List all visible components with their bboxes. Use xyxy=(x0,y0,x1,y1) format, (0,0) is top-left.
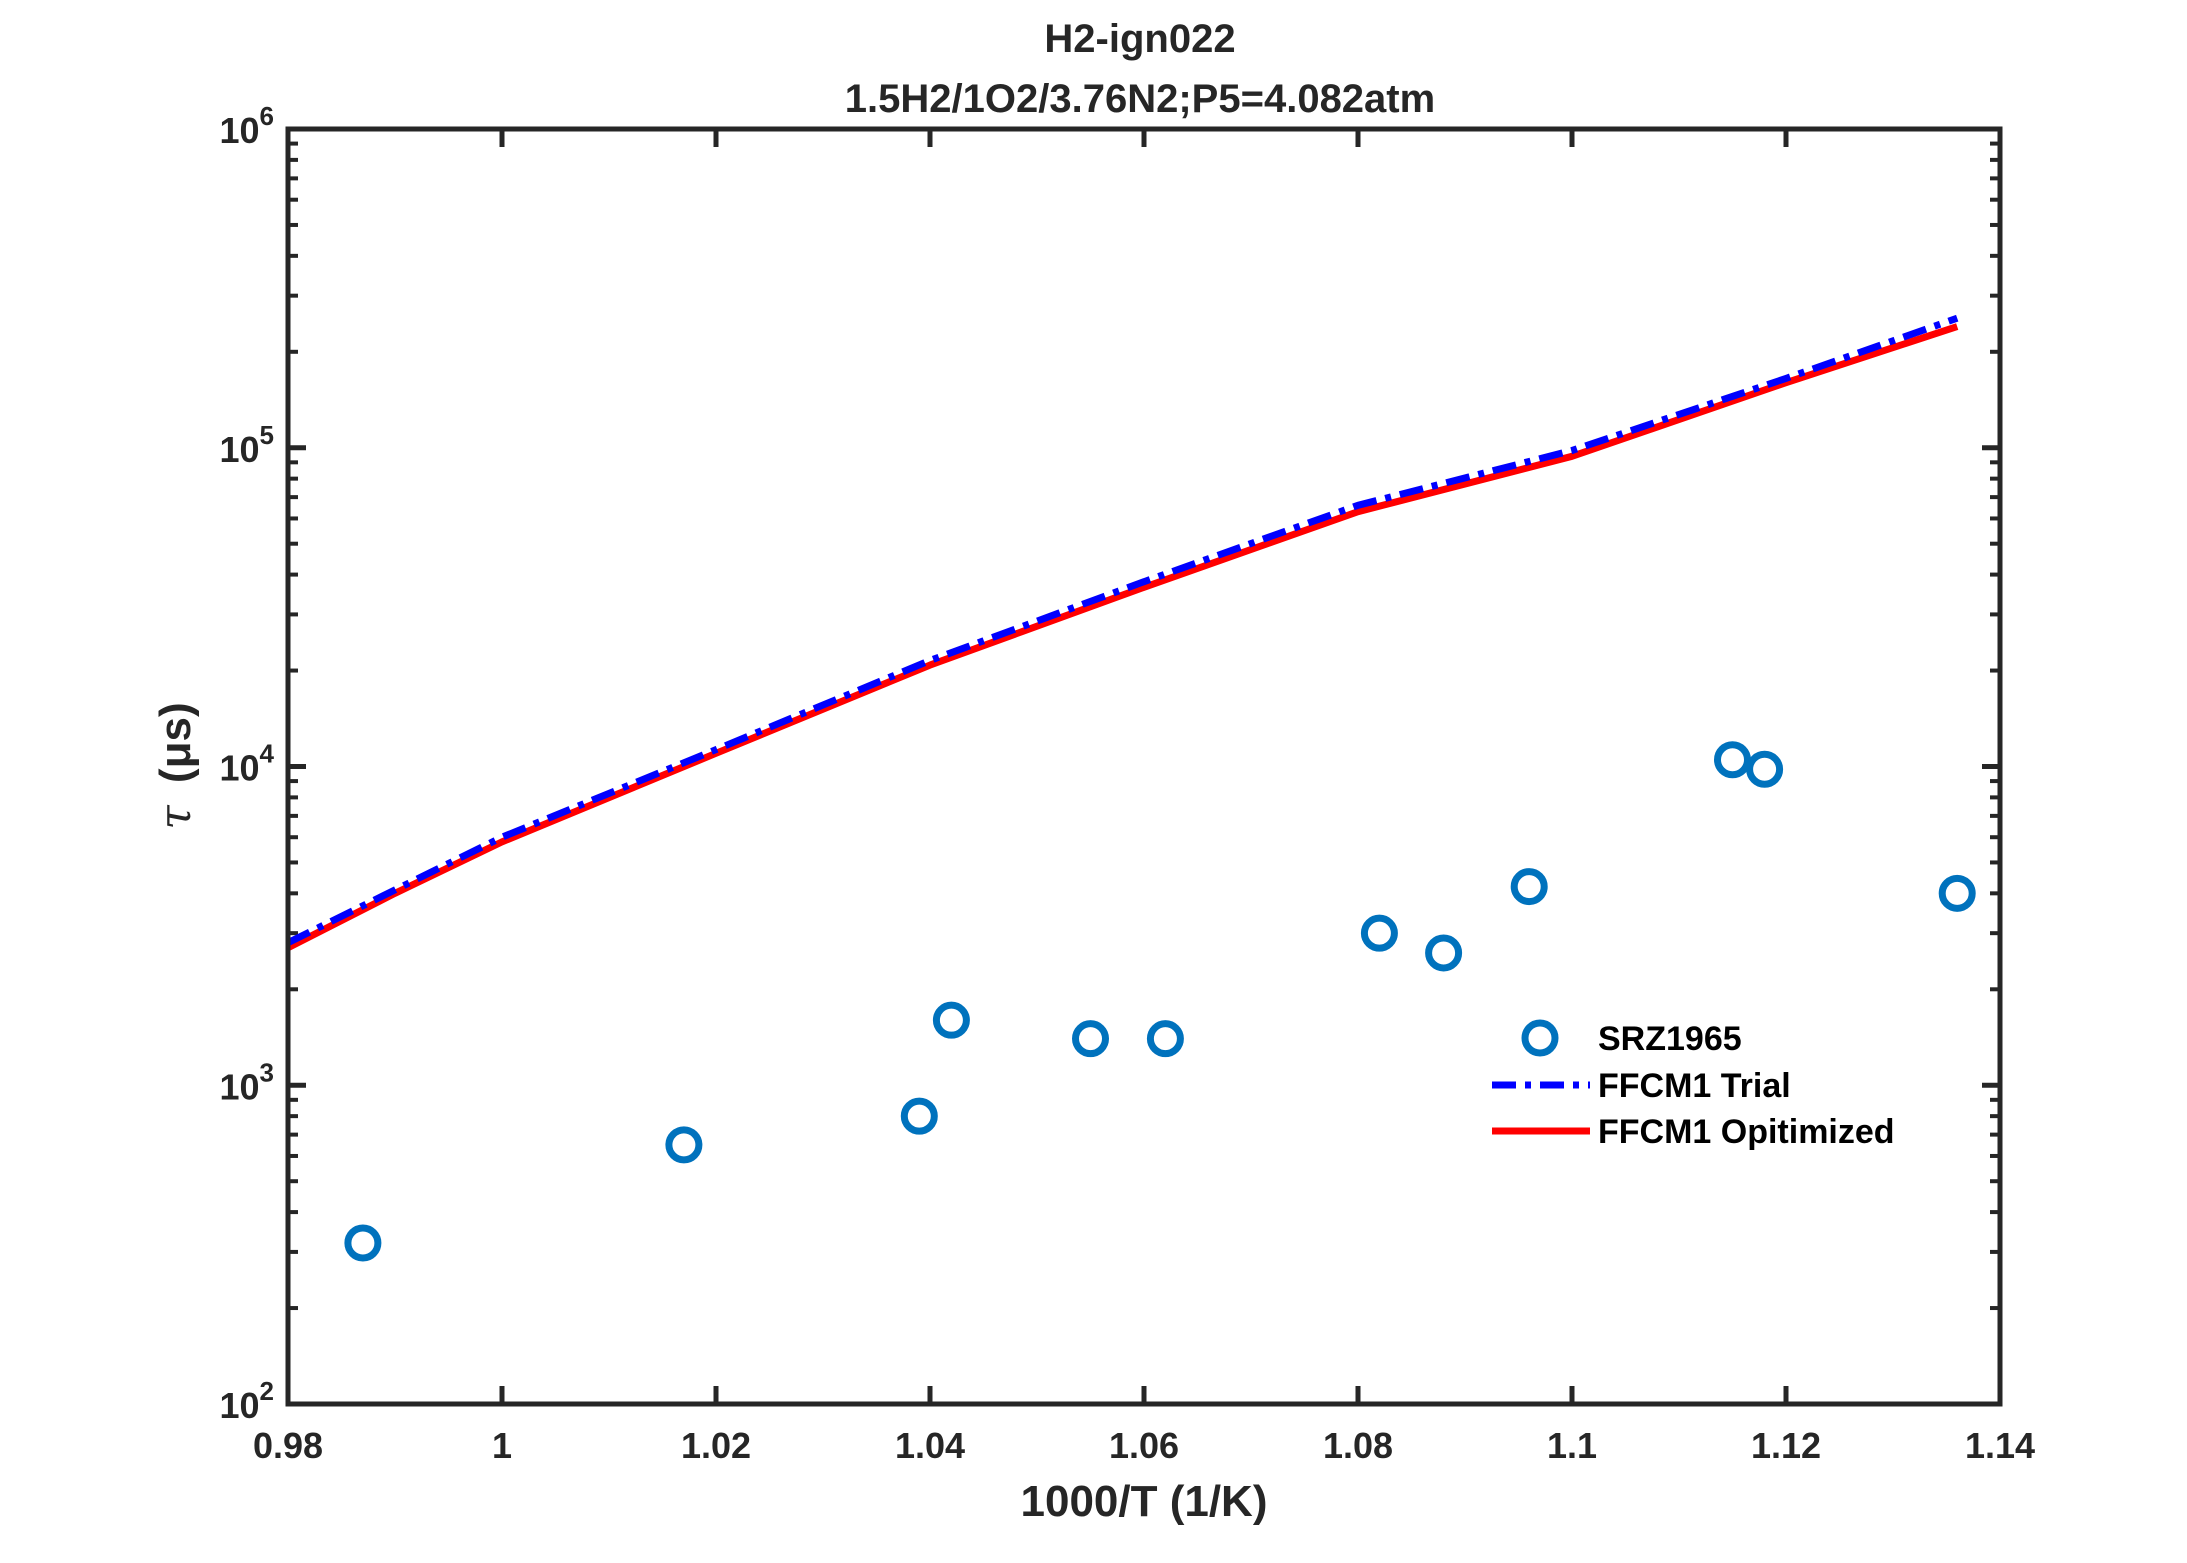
x-tick-label: 1.06 xyxy=(1109,1425,1179,1466)
srz1965-data-point xyxy=(900,1097,938,1135)
legend-label-srz1965: SRZ1965 xyxy=(1598,1020,1742,1058)
y-tick-label-base: 10 xyxy=(219,110,259,151)
y-tick-label-base: 10 xyxy=(219,748,259,789)
x-tick-label: 1.12 xyxy=(1751,1425,1821,1466)
y-axis-label-symbol: τ xyxy=(150,805,201,830)
plot-area-frame xyxy=(285,126,2003,1407)
y-tick-label-exponent: 5 xyxy=(260,420,274,450)
x-tick-label: 1 xyxy=(492,1425,512,1466)
chart-title-line-2: 1.5H2/1O2/3.76N2;P5=4.082atm xyxy=(845,77,1435,121)
srz1965-data-point xyxy=(1146,1020,1184,1058)
chart-title-line-1: H2-ign022 xyxy=(1044,17,1235,61)
x-tick-label: 1.14 xyxy=(1965,1425,2035,1466)
x-tick-label: 1.1 xyxy=(1547,1425,1597,1466)
y-tick-label-base: 10 xyxy=(219,1066,259,1107)
y-tick-label-base: 10 xyxy=(219,1385,259,1426)
y-tick-label-exponent: 3 xyxy=(260,1057,274,1087)
legend-marker-srz1965 xyxy=(1521,1019,1559,1057)
svg-text:τ (μs): τ (μs) xyxy=(150,702,201,829)
legend-label-ffcm1-optimized: FFCM1 Opitimized xyxy=(1598,1113,1895,1151)
srz1965-data-point xyxy=(1746,750,1784,788)
y-tick-label: 103 xyxy=(219,1057,274,1107)
legend-label-ffcm1-trial: FFCM1 Trial xyxy=(1598,1067,1791,1105)
srz1965-data-point xyxy=(932,1001,970,1039)
y-tick-label-exponent: 6 xyxy=(260,101,274,131)
ffcm1-opitimized-line xyxy=(286,323,1959,951)
x-tick-label: 1.02 xyxy=(681,1425,751,1466)
y-axis-label-unit: (μs) xyxy=(151,702,200,783)
legend: SRZ1965 FFCM1 Trial FFCM1 Opitimized xyxy=(1492,1019,1895,1151)
srz1965-data-point xyxy=(1072,1020,1109,1058)
y-tick-label: 105 xyxy=(219,420,274,470)
srz1965-data-point xyxy=(1425,934,1463,972)
srz1965-data-point xyxy=(1360,914,1398,952)
data-series xyxy=(286,314,1976,1262)
y-tick-label: 102 xyxy=(219,1376,274,1426)
x-axis-label: 1000/T (1/K) xyxy=(1021,1477,1268,1526)
srz1965-data-point xyxy=(1938,874,1976,912)
srz1965-data-point xyxy=(1510,868,1548,906)
x-tick-label: 1.04 xyxy=(895,1425,965,1466)
y-tick-label-exponent: 4 xyxy=(260,739,275,769)
srz1965-data-point xyxy=(1714,741,1751,779)
x-tick-labels: 0.98 1 1.02 1.04 1.06 1.08 1.1 1.12 1.14 xyxy=(253,1425,2035,1466)
y-tick-label-base: 10 xyxy=(219,429,259,470)
x-tick-label: 0.98 xyxy=(253,1425,323,1466)
y-tick-label-exponent: 2 xyxy=(260,1376,274,1406)
srz1965-data-point xyxy=(665,1126,703,1164)
y-tick-label: 104 xyxy=(219,739,274,789)
y-axis-label: τ (μs) xyxy=(150,702,201,829)
y-tick-label: 106 xyxy=(219,101,274,151)
ffcm1-trial-line xyxy=(286,314,1959,946)
x-tick-label: 1.08 xyxy=(1323,1425,1393,1466)
srz1965-data-point xyxy=(344,1224,382,1262)
